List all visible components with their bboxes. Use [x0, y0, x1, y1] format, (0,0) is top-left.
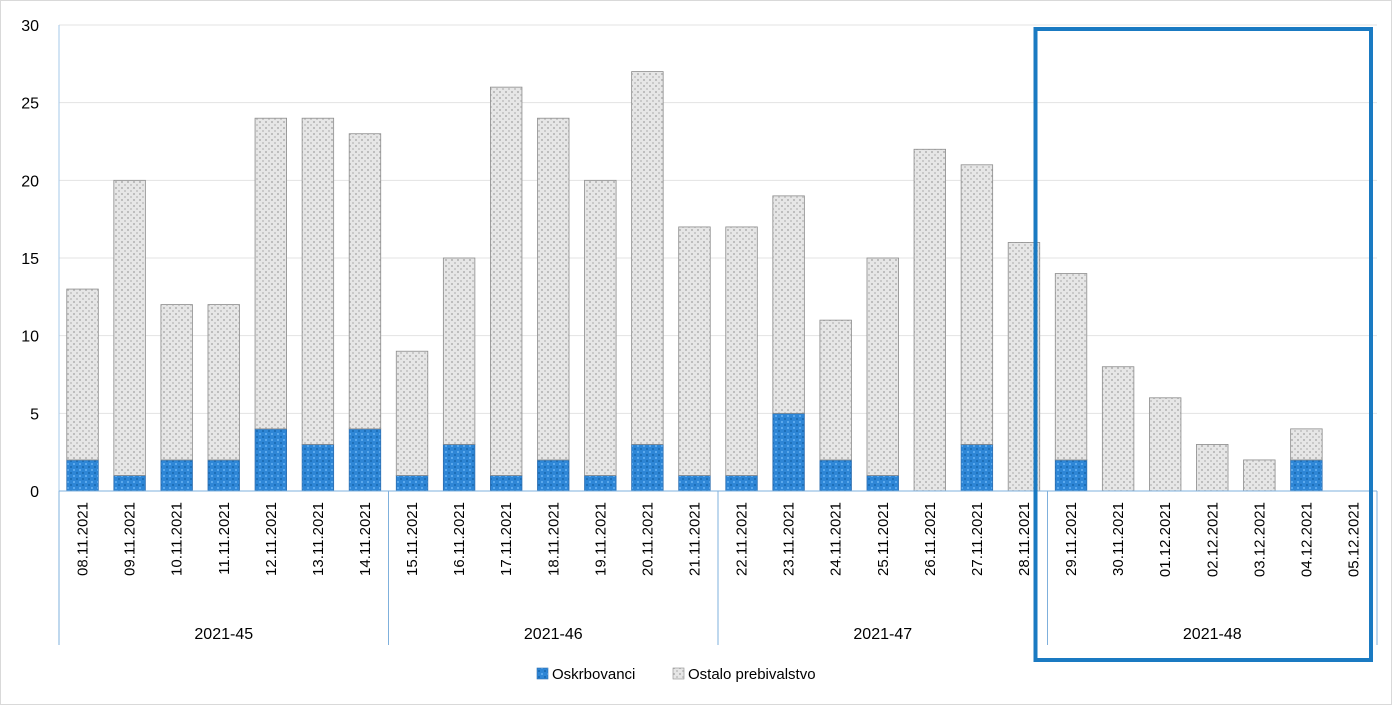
legend-swatch	[536, 667, 549, 680]
x-tick-label: 17.11.2021	[498, 502, 515, 576]
x-tick-label: 12.11.2021	[263, 502, 280, 576]
bar-segment-oskrbovanci	[725, 475, 758, 492]
bar-segment-ostalo	[395, 350, 429, 476]
x-tick-label: 28.11.2021	[1016, 502, 1033, 576]
y-tick-label: 0	[30, 484, 39, 501]
y-tick-label: 20	[21, 173, 39, 190]
x-tick-label: 18.11.2021	[545, 502, 562, 576]
x-tick-label: 08.11.2021	[75, 502, 92, 576]
bar-segment-oskrbovanci	[866, 475, 899, 492]
bar-segment-ostalo	[1101, 366, 1135, 492]
bar-segment-oskrbovanci	[113, 475, 146, 492]
bar-segment-oskrbovanci	[395, 475, 429, 492]
bar-segment-ostalo	[725, 226, 758, 476]
bar-segment-ostalo	[1196, 443, 1229, 492]
x-tick-label: 25.11.2021	[875, 502, 892, 576]
bar-segment-ostalo	[442, 257, 476, 445]
bar-segment-oskrbovanci	[301, 443, 335, 492]
x-tick-label: 23.11.2021	[781, 502, 798, 576]
x-tick-label: 15.11.2021	[404, 502, 421, 576]
x-tick-label: 26.11.2021	[922, 502, 939, 576]
bar-segment-oskrbovanci	[584, 475, 617, 492]
x-tick-label: 02.12.2021	[1204, 502, 1221, 577]
x-tick-label: 24.11.2021	[828, 502, 845, 576]
bar-segment-oskrbovanci	[442, 443, 476, 492]
x-tick-label: 13.11.2021	[310, 502, 327, 576]
bar-segment-oskrbovanci	[678, 475, 711, 492]
x-tick-label: 01.12.2021	[1157, 502, 1174, 577]
bars	[66, 71, 1323, 492]
group-label: 2021-48	[1183, 626, 1242, 643]
legend: Oskrbovanci Ostalo prebivalstvo	[536, 666, 816, 683]
x-tick-label: 27.11.2021	[969, 502, 986, 576]
x-tick-label: 04.12.2021	[1298, 502, 1315, 577]
bar-segment-ostalo	[631, 71, 664, 445]
x-tick-label: 11.11.2021	[216, 502, 233, 575]
bar-segment-ostalo	[772, 195, 805, 414]
x-tick-label: 03.12.2021	[1251, 502, 1268, 577]
bar-segment-oskrbovanci	[819, 459, 852, 492]
bar-segment-ostalo	[1149, 397, 1182, 492]
bar-segment-oskrbovanci	[160, 459, 193, 492]
bar-segment-ostalo	[819, 319, 852, 461]
bar-segment-ostalo	[866, 257, 899, 476]
x-tick-label: 20.11.2021	[639, 502, 656, 576]
bar-segment-ostalo	[160, 304, 193, 461]
bar-segment-ostalo	[1243, 459, 1276, 492]
bar-segment-oskrbovanci	[490, 475, 523, 492]
group-label: 2021-45	[194, 626, 253, 643]
x-tick-label: 14.11.2021	[357, 502, 374, 576]
y-tick-label: 10	[21, 329, 39, 346]
highlight-box	[1033, 27, 1373, 662]
legend-label: Ostalo prebivalstvo	[688, 666, 816, 683]
y-tick-label: 30	[21, 18, 39, 35]
bar-segment-ostalo	[537, 117, 570, 461]
x-tick-label: 30.11.2021	[1110, 502, 1127, 576]
bar-segment-oskrbovanci	[631, 443, 664, 492]
x-tick-label: 10.11.2021	[169, 502, 186, 576]
bar-segment-oskrbovanci	[537, 459, 570, 492]
legend-label: Oskrbovanci	[552, 666, 635, 683]
group-label: 2021-47	[853, 626, 912, 643]
x-tick-label: 05.12.2021	[1345, 502, 1362, 577]
x-tick-label: 21.11.2021	[686, 502, 703, 576]
axes	[58, 25, 1378, 662]
bar-segment-oskrbovanci	[348, 428, 382, 492]
labels: 0 5 10 15 20 25 30 08.11.2021 09.11.2021 10.11.20…	[21, 18, 1362, 643]
bar-segment-oskrbovanci	[1054, 459, 1088, 492]
bar-segment-ostalo	[1290, 428, 1323, 461]
bar-segment-oskrbovanci	[254, 428, 287, 492]
bar-segment-oskrbovanci	[960, 443, 994, 492]
bar-segment-ostalo	[207, 304, 240, 461]
x-tick-label: 22.11.2021	[734, 502, 751, 576]
bar-segment-ostalo	[584, 179, 617, 476]
bar-segment-ostalo	[1054, 273, 1088, 461]
bar-segment-oskrbovanci	[207, 459, 240, 492]
bar-segment-ostalo	[113, 179, 146, 476]
bar-segment-oskrbovanci	[772, 412, 805, 492]
bar-segment-ostalo	[490, 86, 523, 476]
group-label: 2021-46	[524, 626, 583, 643]
x-tick-label: 29.11.2021	[1063, 502, 1080, 576]
bar-segment-ostalo	[348, 133, 382, 430]
bar-segment-oskrbovanci	[1290, 459, 1323, 492]
bar-segment-ostalo	[66, 288, 99, 461]
y-tick-label: 15	[21, 251, 39, 268]
y-tick-label: 25	[21, 96, 39, 113]
x-tick-label: 09.11.2021	[122, 502, 139, 576]
bar-segment-ostalo	[678, 226, 711, 476]
y-tick-label: 5	[30, 406, 39, 423]
bar-segment-ostalo	[913, 148, 946, 492]
bar-segment-ostalo	[301, 117, 335, 445]
x-tick-label: 16.11.2021	[451, 502, 468, 576]
bar-segment-ostalo	[254, 117, 287, 430]
bar-segment-ostalo	[960, 164, 994, 445]
x-tick-label: 19.11.2021	[592, 502, 609, 576]
bar-segment-oskrbovanci	[66, 459, 99, 492]
legend-swatch	[672, 667, 685, 680]
